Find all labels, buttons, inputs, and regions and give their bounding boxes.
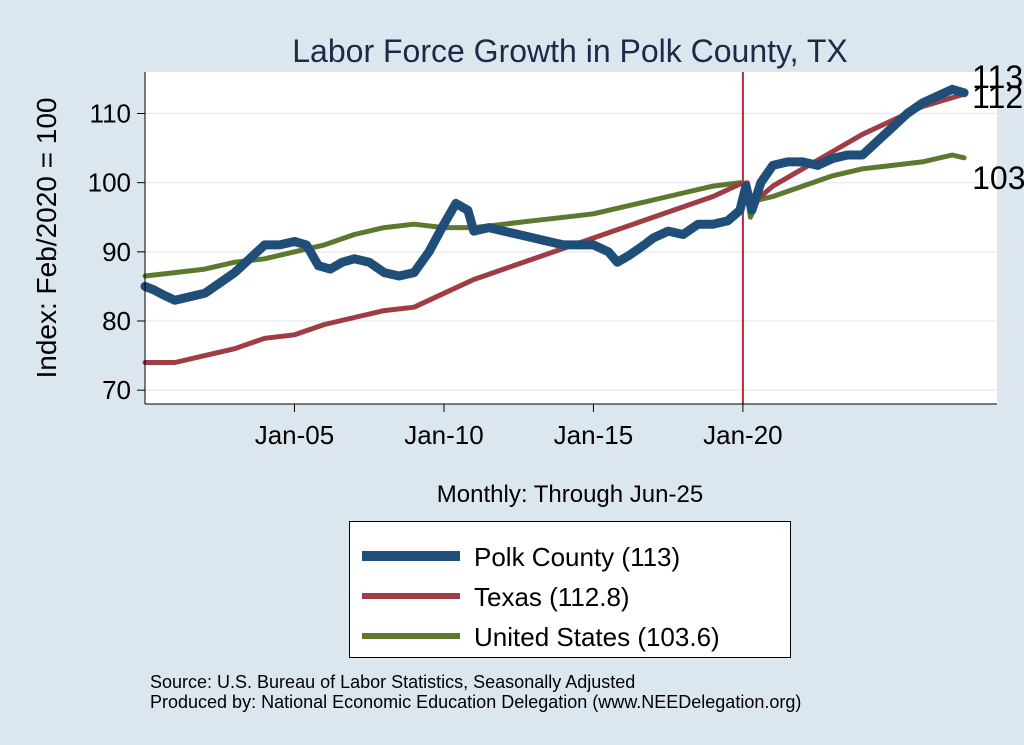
x-tick-label: Jan-10	[404, 420, 484, 450]
chart-title: Labor Force Growth in Polk County, TX	[292, 33, 848, 69]
series-line-texas	[142, 91, 967, 365]
y-tick-label: 70	[102, 375, 131, 405]
y-tick-label: 80	[102, 306, 131, 336]
plot-area	[145, 72, 997, 404]
legend-item-us: United States (103.6)	[350, 618, 790, 654]
end-label-polk: 113.0	[972, 59, 1024, 95]
source-note: Source: U.S. Bureau of Labor Statistics,…	[150, 672, 801, 712]
y-tick-label: 90	[102, 237, 131, 267]
legend-label-polk: Polk County (113)	[474, 542, 681, 572]
y-tick-label: 100	[88, 168, 131, 198]
x-tick-label: Jan-05	[255, 420, 335, 450]
axes: 70 80 90 100 110 Jan-05 Jan-10 Jan-15 Jan-20	[88, 72, 997, 450]
legend-swatch-us	[362, 633, 460, 639]
x-tick-label: Jan-15	[554, 420, 634, 450]
legend-swatch-texas	[362, 593, 460, 599]
x-axis-label: Monthly: Through Jun-25	[437, 481, 703, 508]
x-tick-label: Jan-20	[703, 420, 783, 450]
legend-label-texas: Texas (112.8)	[474, 582, 630, 612]
end-label-texas: 112.8	[972, 79, 1024, 115]
legend-item-texas: Texas (112.8)	[350, 578, 790, 614]
source-line: Source: U.S. Bureau of Labor Statistics,…	[150, 672, 636, 692]
series-lines	[140, 84, 969, 365]
y-axis-label: Index: Feb/2020 = 100	[31, 98, 62, 379]
y-tick-label: 110	[90, 99, 131, 129]
legend-label-us: United States (103.6)	[474, 622, 720, 652]
series-line-polk	[140, 84, 969, 305]
legend-item-polk: Polk County (113)	[350, 538, 790, 574]
legend: Polk County (113) Texas (112.8) United S…	[349, 521, 791, 658]
legend-swatch-polk	[362, 551, 460, 561]
produced-by-line: Produced by: National Economic Education…	[150, 692, 802, 712]
end-label-us: 103.6	[972, 160, 1024, 196]
end-labels: 113.0112.8 103.6	[972, 59, 1024, 196]
